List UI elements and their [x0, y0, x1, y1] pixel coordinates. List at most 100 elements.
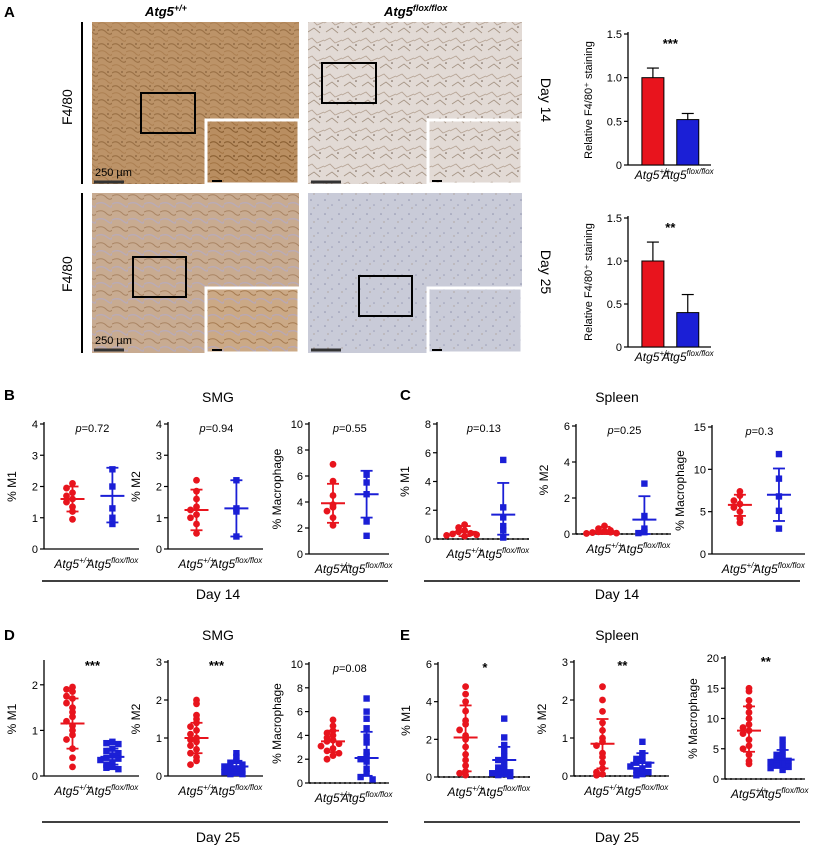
group-label-ko: Atg5flox/flox: [661, 349, 715, 364]
y-tick-label: 15: [707, 683, 719, 695]
group-label-wt: Atg5+/+: [585, 541, 623, 556]
data-point-ko: [115, 755, 122, 762]
data-point-wt: [329, 752, 337, 760]
data-point-ko: [103, 747, 110, 755]
data-point-ko: [115, 765, 122, 773]
y-tick-label: 15: [694, 422, 706, 434]
data-point-wt: [599, 696, 606, 704]
data-point-wt: [335, 749, 343, 757]
data-point-ko: [767, 758, 774, 766]
y-tick-label: 0.5: [607, 299, 622, 311]
data-point-ko: [501, 734, 508, 741]
data-point-wt: [193, 700, 200, 708]
group-label-ko: Atg5flox/flox: [477, 784, 531, 799]
y-tick-label: 2: [425, 505, 431, 517]
panel-letter-b: B: [4, 387, 15, 404]
data-point-ko: [785, 763, 792, 771]
data-point-ko: [501, 715, 508, 722]
data-point-ko: [627, 763, 634, 770]
p-value-annotation: p=0.55: [332, 423, 367, 435]
data-point-wt: [599, 708, 606, 715]
y-tick-label: 0: [425, 534, 431, 546]
group-label-wt: Atg5+/+: [53, 783, 91, 798]
y-axis-label: % M1: [5, 703, 19, 734]
data-point-wt: [599, 683, 606, 691]
panel-letter-a: A: [4, 4, 15, 21]
group-label-ko: Atg5flox/flox: [752, 561, 806, 576]
zoom-box: [132, 256, 187, 298]
data-point-wt: [193, 757, 200, 765]
data-point-ko: [633, 767, 640, 774]
data-point-wt: [456, 726, 463, 734]
p-value-annotation: p=0.13: [466, 423, 501, 435]
y-tick-label: 8: [425, 419, 431, 431]
zoom-box: [358, 275, 413, 317]
p-value-annotation: p=0.3: [745, 426, 774, 438]
panel-letter-e: E: [400, 627, 410, 644]
y-tick-label: 8: [297, 445, 303, 457]
data-point-ko: [221, 769, 228, 776]
data-point-wt: [745, 696, 753, 704]
data-point-ko: [109, 738, 116, 745]
y-tick-label: 1.0: [607, 256, 622, 268]
bar-wt: [641, 260, 665, 348]
data-point-wt: [323, 755, 331, 763]
y-tick-label: 2: [32, 680, 38, 692]
data-point-ko: [363, 725, 370, 732]
y-tick-label: 10: [291, 419, 303, 431]
group-label-ko: Atg5flox/flox: [615, 783, 669, 798]
data-point-wt: [593, 771, 600, 779]
data-point-wt: [69, 754, 76, 762]
data-point-wt: [745, 751, 753, 759]
data-point-ko: [773, 751, 780, 758]
y-tick-label: 1.5: [607, 213, 622, 225]
y-tick-label: 0: [32, 771, 38, 783]
y-tick-label: 4: [297, 730, 303, 742]
day-label-e: Day 25: [595, 829, 640, 845]
bar-wt: [641, 77, 665, 166]
data-point-ko: [239, 770, 246, 778]
data-point-ko: [103, 739, 110, 747]
chart-e2: 0 1 2 3 % M2 ** Atg5+/+Atg5flox/flox: [535, 657, 669, 798]
significance-annotation: ***: [209, 658, 225, 673]
day-label-b: Day 14: [196, 586, 241, 602]
significance-annotation: **: [617, 658, 628, 673]
data-point-ko: [233, 753, 240, 761]
y-tick-label: 1: [32, 725, 38, 737]
data-point-wt: [317, 742, 325, 750]
significance-annotation: ***: [85, 658, 101, 673]
chart-b3: 0 2 4 6 8 10 % Macrophage p=0.55 Atg5+/+Atg5flox…: [270, 419, 394, 576]
data-point-ko: [779, 736, 786, 743]
chart-e3: 0 5 10 15 20 % Macrophage ** Atg5+/+Atg5flox/fl…: [686, 653, 810, 801]
y-tick-label: 10: [694, 464, 706, 476]
y-tick-label: 5: [713, 744, 719, 756]
group-label-ko: Atg5flox/flox: [85, 783, 139, 798]
row-label-f480-top: F4/80: [59, 89, 75, 125]
data-point-ko: [363, 695, 370, 702]
data-point-ko: [97, 756, 104, 764]
data-point-ko: [489, 770, 496, 777]
y-axis-label: % M2: [129, 703, 143, 734]
scale-label: 250 µm: [95, 335, 132, 347]
y-tick-label: 3: [562, 657, 568, 669]
data-point-wt: [187, 742, 194, 749]
data-point-ko: [633, 772, 640, 779]
data-point-ko: [109, 520, 116, 528]
y-tick-label: 4: [564, 457, 570, 469]
data-point-ko: [363, 708, 370, 715]
y-tick-label: 6: [425, 448, 431, 460]
chart-d1: 0 1 2 % M1 *** Atg5+/+Atg5flox/flox: [5, 658, 139, 798]
col-header-wt: Atg5+/+: [144, 3, 188, 19]
chart-c1: 0 2 4 6 8 % M1 p=0.13 Atg5+/+Atg5flox/flox: [398, 419, 530, 561]
significance-annotation: **: [665, 220, 676, 235]
p-value-annotation: p=0.94: [198, 423, 233, 435]
significance-annotation: ***: [663, 36, 679, 51]
y-tick-label: 1.5: [607, 29, 622, 41]
y-tick-label: 4: [425, 477, 431, 489]
chart-b1: 0 1 2 3 4 % M1 p=0.72 Atg5+/+Atg5flox/flox: [5, 419, 139, 571]
y-tick-label: 0: [156, 771, 162, 783]
y-tick-label: 2: [297, 523, 303, 535]
zoom-box: [140, 92, 196, 134]
group-label-ko: Atg5flox/flox: [340, 561, 394, 576]
